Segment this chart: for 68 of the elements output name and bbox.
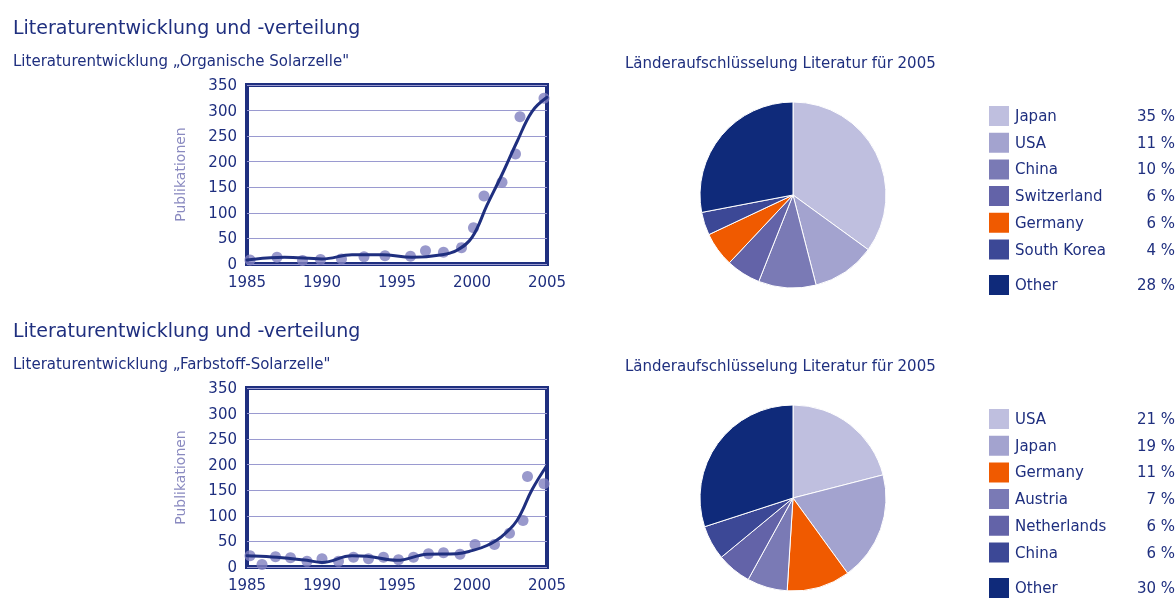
x-tick-label: 1995 bbox=[377, 575, 417, 594]
legend-label: South Korea bbox=[1015, 240, 1106, 259]
y-axis-title: Publikationen bbox=[172, 127, 188, 222]
data-label: 6 % bbox=[1146, 543, 1175, 562]
data-label: 6 % bbox=[1146, 213, 1175, 232]
data-label: 7 % bbox=[1146, 490, 1175, 509]
legend-label: China bbox=[1015, 543, 1058, 562]
legend-label: Japan bbox=[1014, 107, 1057, 125]
data-label: 11 % bbox=[1136, 463, 1175, 482]
point bbox=[522, 470, 533, 482]
x-tick-label: 2005 bbox=[527, 272, 567, 291]
chart-title: Länderaufschlüsselung Literatur für 2005 bbox=[625, 356, 936, 375]
y-tick-label: 350 bbox=[208, 379, 237, 397]
y-tick-label: 200 bbox=[208, 455, 237, 474]
y-tick-label: 100 bbox=[208, 506, 237, 525]
chart-title: Literaturentwicklung und -verteilung bbox=[13, 318, 361, 341]
chart-title: Literaturentwicklung und -verteilung bbox=[13, 15, 361, 38]
data-label: 10 % bbox=[1136, 160, 1175, 179]
legend-label: Japan bbox=[1014, 436, 1057, 455]
x-tick-label: 1990 bbox=[302, 575, 342, 594]
data-label: 35 % bbox=[1136, 107, 1175, 125]
y-tick-label: 150 bbox=[208, 178, 237, 197]
y-tick-label: 250 bbox=[208, 127, 237, 146]
data-label: 21 % bbox=[1136, 410, 1175, 428]
chart-title: Länderaufschlüsselung Literatur für 2005 bbox=[625, 53, 936, 72]
y-tick-label: 350 bbox=[208, 76, 237, 94]
legend-label: Other bbox=[1015, 276, 1059, 294]
point bbox=[538, 478, 550, 490]
x-tick-label: 1990 bbox=[302, 272, 342, 291]
legend-label: USA bbox=[1015, 410, 1047, 428]
x-tick-label: 2005 bbox=[527, 575, 567, 594]
y-tick-label: 300 bbox=[208, 404, 237, 423]
legend-label: Switzerland bbox=[1015, 187, 1103, 206]
legend-label: Germany bbox=[1015, 463, 1085, 482]
point bbox=[256, 558, 268, 570]
data-label: 19 % bbox=[1136, 436, 1175, 455]
y-tick-label: 250 bbox=[208, 430, 237, 449]
x-tick-label: 2000 bbox=[452, 272, 492, 291]
data-label: 4 % bbox=[1146, 240, 1175, 259]
y-tick-label: 300 bbox=[208, 101, 237, 120]
y-tick-label: 150 bbox=[208, 481, 237, 500]
point bbox=[478, 190, 490, 202]
legend-label: Germany bbox=[1015, 213, 1085, 232]
y-tick-label: 0 bbox=[227, 255, 237, 273]
y-tick-label: 0 bbox=[227, 558, 237, 576]
data-label: 30 % bbox=[1136, 579, 1175, 597]
y-axis-title: Publikationen bbox=[172, 430, 188, 525]
legend-label: USA bbox=[1015, 133, 1047, 152]
legend-label: China bbox=[1015, 160, 1058, 179]
chart-subtitle: Literaturentwicklung „Farbstoff-Solarzelle" bbox=[13, 354, 331, 373]
x-tick-label: 2000 bbox=[452, 575, 492, 594]
x-tick-label: 1985 bbox=[227, 575, 267, 594]
y-tick-label: 50 bbox=[217, 532, 237, 551]
chart-subtitle: Literaturentwicklung „Organische Solarzelle" bbox=[13, 51, 350, 70]
legend-label: Other bbox=[1015, 579, 1059, 597]
y-tick-label: 100 bbox=[208, 203, 237, 222]
x-tick-label: 1985 bbox=[227, 272, 267, 291]
x-tick-label: 1995 bbox=[377, 272, 417, 291]
point bbox=[420, 245, 431, 257]
y-tick-label: 50 bbox=[217, 229, 237, 248]
y-tick-label: 200 bbox=[208, 152, 237, 171]
legend-label: Netherlands bbox=[1015, 516, 1107, 535]
data-label: 6 % bbox=[1146, 187, 1175, 206]
data-label: 11 % bbox=[1136, 133, 1175, 152]
data-label: 28 % bbox=[1136, 276, 1175, 294]
point bbox=[514, 111, 526, 123]
data-label: 6 % bbox=[1146, 516, 1175, 535]
legend-label: Austria bbox=[1015, 490, 1068, 509]
